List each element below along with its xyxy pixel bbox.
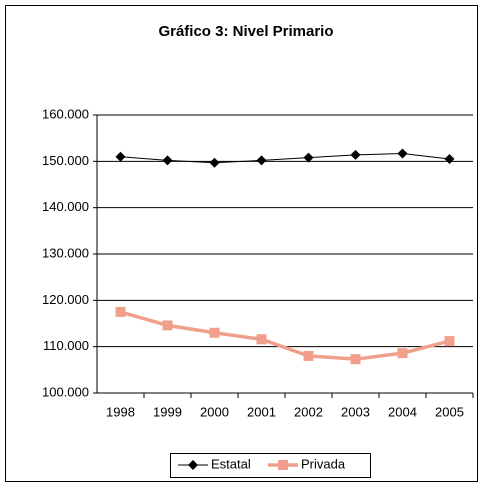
y-tick-label: 120.000 xyxy=(42,292,89,307)
marker xyxy=(162,320,173,331)
marker xyxy=(397,148,408,159)
y-tick-label: 160.000 xyxy=(42,106,89,121)
x-tick-label: 2003 xyxy=(341,404,370,419)
marker xyxy=(350,149,361,160)
x-tick-label: 2004 xyxy=(388,404,417,419)
y-tick-label: 140.000 xyxy=(42,199,89,214)
x-tick-label: 1999 xyxy=(153,404,182,419)
x-tick-label: 2000 xyxy=(200,404,229,419)
x-tick-label: 2005 xyxy=(435,404,464,419)
marker xyxy=(397,348,408,359)
x-tick-label: 1998 xyxy=(106,404,135,419)
series-line xyxy=(120,152,450,164)
x-tick-label: 2001 xyxy=(247,404,276,419)
marker xyxy=(209,157,220,168)
y-tick-label: 150.000 xyxy=(42,153,89,168)
y-tick-label: 130.000 xyxy=(42,245,89,260)
y-tick-label: 100.000 xyxy=(42,384,89,399)
marker xyxy=(115,306,126,317)
chart-title: Gráfico 3: Nivel Primario xyxy=(158,23,333,40)
marker xyxy=(115,151,126,162)
legend-label: Estatal xyxy=(211,456,251,471)
marker xyxy=(303,350,314,361)
marker xyxy=(303,152,314,163)
chart-border xyxy=(5,5,478,482)
marker xyxy=(444,154,455,165)
marker xyxy=(256,334,267,345)
marker xyxy=(256,155,267,166)
y-tick-label: 110.000 xyxy=(43,338,89,353)
marker xyxy=(188,460,198,470)
marker xyxy=(209,327,220,338)
legend-label: Privada xyxy=(301,456,346,471)
marker xyxy=(350,354,361,365)
marker xyxy=(278,460,288,470)
series-line xyxy=(120,310,450,361)
marker xyxy=(444,336,455,347)
marker xyxy=(162,155,173,166)
x-tick-label: 2002 xyxy=(294,404,323,419)
